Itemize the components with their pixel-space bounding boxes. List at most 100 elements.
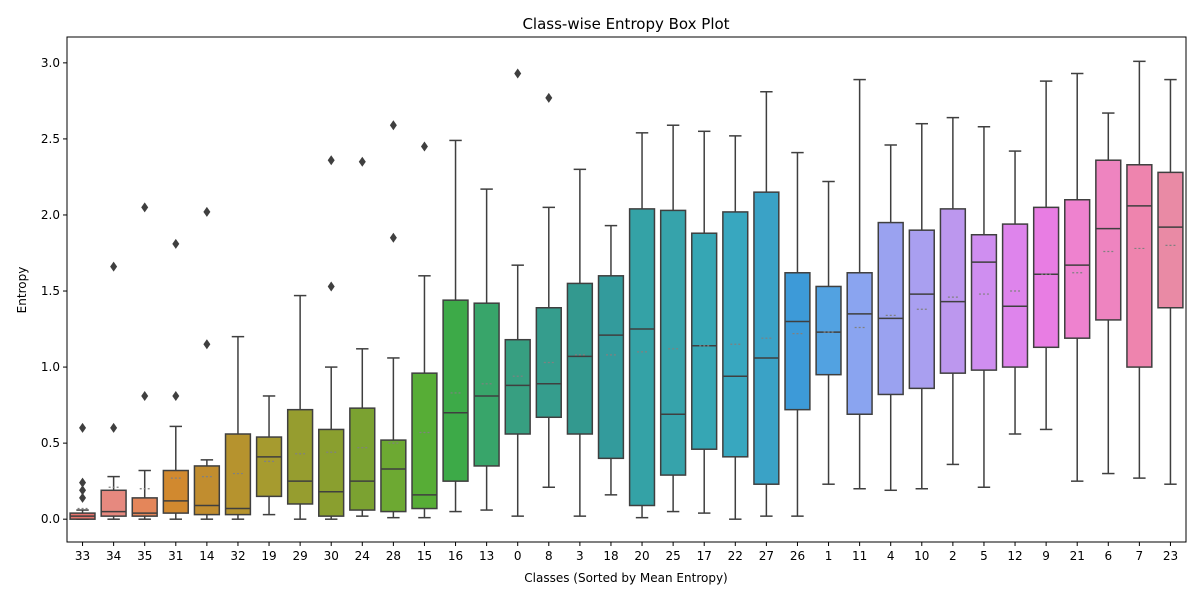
x-tick-label: 8 [545,549,553,563]
y-tick-label: 0.0 [41,512,60,526]
x-tick-label: 14 [199,549,214,563]
outlier-point [420,141,428,152]
x-axis: 33 34 35 31 14 32 19 29 30 24 28 15 16 13 0 8 3 18 20 25 17 2… [75,542,1178,563]
box-group-class-8 [535,92,562,488]
x-tick-label: 30 [324,549,339,563]
box-group-class-24 [349,156,376,517]
x-tick-label: 33 [75,549,90,563]
x-tick-label: 0 [514,549,522,563]
box-group-class-23 [1157,78,1184,485]
box-group-class-15 [411,141,438,519]
box-group-class-27 [753,91,780,517]
box-group-class-21 [1064,72,1091,482]
x-tick-label: 21 [1070,549,1085,563]
x-tick-label: 6 [1104,549,1112,563]
iqr-box [442,299,469,482]
x-tick-label: 22 [728,549,743,563]
x-tick-label: 34 [106,549,121,563]
iqr-box [504,338,531,435]
x-tick-label: 11 [852,549,867,563]
x-tick-label: 19 [261,549,276,563]
box-group-class-13 [473,188,500,511]
box-group-class-14 [193,206,221,520]
x-tick-label: 13 [479,549,494,563]
box-group-class-17 [691,130,718,514]
iqr-box [349,407,376,511]
outlier-point [79,492,87,503]
x-tick-label: 16 [448,549,463,563]
outlier-point [141,202,149,213]
x-tick-label: 20 [634,549,649,563]
iqr-box [691,232,718,450]
iqr-box [255,436,283,498]
iqr-box [1064,199,1091,339]
x-tick-label: 28 [386,549,401,563]
x-axis-title: Classes (Sorted by Mean Entropy) [524,571,727,585]
box-group-class-5 [970,125,998,488]
x-tick-label: 3 [576,549,584,563]
iqr-box [1157,171,1184,309]
x-tick-label: 4 [887,549,895,563]
outlier-point [110,261,118,272]
x-tick-label: 32 [230,549,245,563]
iqr-box [1001,223,1029,368]
box-group-class-16 [442,139,469,513]
box-group-class-30 [318,155,345,520]
iqr-box [939,208,967,374]
y-tick-label: 2.5 [41,132,60,146]
iqr-box [193,465,221,516]
x-tick-label: 5 [980,549,988,563]
y-axis-title: Entropy [15,267,29,314]
iqr-box [473,302,500,467]
outlier-point [327,155,335,166]
outlier-point [79,477,87,488]
box-group-class-0 [504,68,531,517]
outlier-point [514,68,522,79]
iqr-box [380,439,407,513]
box-group-class-4 [877,144,904,492]
box-group-class-32 [224,335,252,520]
x-tick-label: 2 [949,549,957,563]
outlier-point [358,156,366,167]
y-tick-label: 1.0 [41,360,60,374]
iqr-box [1032,206,1060,349]
x-tick-label: 23 [1163,549,1178,563]
iqr-box [411,372,438,510]
x-tick-label: 18 [603,549,618,563]
outlier-point [203,339,211,350]
chart-title: Class-wise Entropy Box Plot [522,15,729,33]
iqr-box [784,272,811,411]
iqr-box [815,285,842,376]
x-tick-label: 7 [1136,549,1144,563]
box-group-class-25 [659,124,687,513]
outlier-point [172,238,180,249]
y-tick-label: 0.5 [41,436,60,450]
outlier-point [203,206,211,217]
x-tick-label: 12 [1007,549,1022,563]
box-group-class-22 [722,135,749,520]
x-tick-label: 10 [914,549,929,563]
outlier-point [172,390,180,401]
outlier-point [79,422,87,433]
box-group-class-18 [597,224,625,496]
outlier-point [110,422,118,433]
box-group-class-12 [1001,150,1029,435]
outlier-point [545,92,553,103]
x-tick-label: 27 [759,549,774,563]
box-group-class-6 [1095,112,1122,475]
iqr-box [162,469,189,514]
x-tick-label: 25 [665,549,680,563]
iqr-box [722,211,749,458]
x-tick-label: 26 [790,549,805,563]
iqr-box [1126,164,1153,368]
x-tick-label: 35 [137,549,152,563]
box-group-class-26 [784,151,811,517]
box-group-class-19 [255,395,283,516]
iqr-box [224,433,252,516]
box-group-class-34 [100,261,127,520]
outlier-point [327,281,335,292]
iqr-box [846,272,873,415]
x-tick-label: 1 [825,549,833,563]
y-tick-label: 1.5 [41,284,60,298]
